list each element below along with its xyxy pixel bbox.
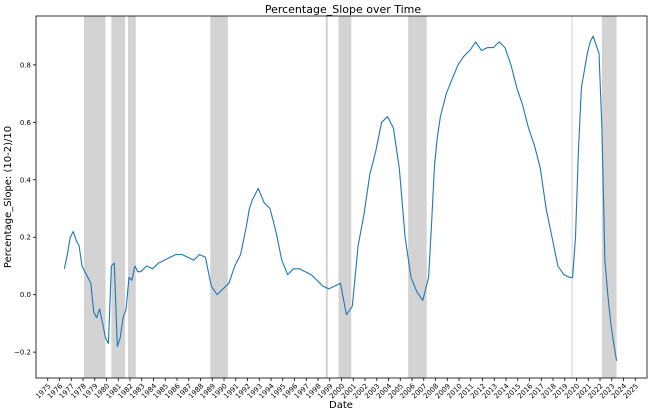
chart-title: Percentage_Slope over Time — [265, 3, 422, 16]
y-tick-label: 0.0 — [20, 291, 31, 299]
shaded-period — [408, 16, 427, 378]
y-tick-label: 0.6 — [20, 119, 32, 127]
shaded-period — [128, 16, 136, 378]
shaded-period — [571, 16, 573, 378]
shaded-period — [325, 16, 328, 378]
y-tick-label: −0.2 — [14, 349, 31, 357]
shaded-period — [338, 16, 352, 378]
y-tick-label: 0.2 — [20, 234, 31, 242]
series-line — [63, 35, 618, 361]
shaded-period — [84, 16, 106, 378]
y-tick-label: 0.8 — [20, 61, 31, 69]
shaded-period — [210, 16, 228, 378]
shaded-period — [601, 16, 617, 378]
y-axis-label: Percentage_Slope: (10-2)/10 — [3, 126, 14, 268]
x-axis-label: Date — [329, 400, 353, 411]
y-tick-label: 0.4 — [20, 176, 32, 184]
shaded-period — [111, 16, 126, 378]
